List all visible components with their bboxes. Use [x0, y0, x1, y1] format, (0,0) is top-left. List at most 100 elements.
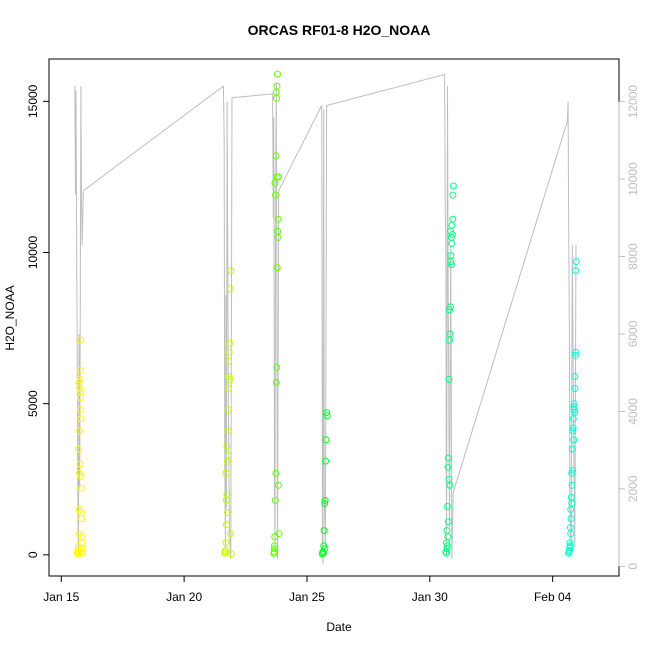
data-point [323, 412, 331, 420]
data-point [567, 515, 575, 523]
data-point [566, 542, 574, 550]
data-point [77, 472, 85, 480]
plot-frame [48, 58, 620, 577]
data-point [272, 88, 280, 96]
data-point [321, 499, 329, 507]
data-point [271, 496, 279, 504]
data-point [568, 499, 576, 507]
data-point [445, 376, 453, 383]
data-point [226, 285, 234, 293]
data-point [76, 427, 83, 435]
data-point [446, 306, 453, 314]
data-point [76, 460, 84, 468]
data-point [222, 521, 230, 529]
series-3 [270, 70, 283, 557]
data-point [222, 539, 230, 547]
data-point [274, 215, 282, 223]
data-point [222, 469, 230, 477]
series-1 [73, 336, 87, 558]
y-axis-left: 0 5000 10000 15000 [26, 84, 50, 558]
data-point [221, 548, 229, 556]
data-point [224, 451, 232, 459]
data-point [569, 466, 577, 474]
data-point [569, 427, 577, 435]
x-axis-label: Date [326, 620, 352, 634]
data-point [447, 227, 454, 235]
data-point [571, 409, 579, 417]
data-point [448, 221, 456, 229]
x-tick-label: Jan 20 [166, 590, 202, 604]
y-axis-label: H2O_NOAA [3, 285, 17, 350]
y-tick-label: 15000 [26, 84, 40, 118]
data-point [76, 366, 84, 374]
data-point [275, 530, 283, 538]
y-axis-right: 0 2000 4000 6000 8000 10000 12000 [618, 85, 640, 570]
data-point [444, 542, 451, 550]
y-tick-label: 10000 [26, 235, 40, 269]
data-point [77, 415, 85, 423]
data-point [226, 530, 234, 538]
y-right-tick-label: 6000 [626, 320, 640, 347]
data-point [78, 533, 86, 541]
data-point [572, 258, 580, 266]
data-point [447, 252, 455, 259]
data-point [444, 463, 452, 471]
data-point [227, 550, 235, 558]
data-point [78, 545, 86, 553]
data-point [447, 303, 454, 311]
y-tick-label: 5000 [26, 390, 40, 417]
data-point [448, 239, 456, 247]
secondary-series-line [74, 73, 577, 565]
series-6 [565, 258, 580, 557]
data-point [320, 527, 328, 535]
data-point [322, 457, 330, 465]
data-point [445, 454, 452, 462]
data-point [274, 70, 281, 78]
data-point [76, 406, 84, 414]
data-point [272, 379, 280, 386]
data-point [570, 436, 578, 444]
data-point [566, 539, 574, 547]
data-point [446, 481, 454, 489]
data-point [273, 264, 281, 272]
data-point [77, 336, 85, 344]
x-tick-label: Jan 15 [43, 590, 79, 604]
data-point [449, 215, 457, 223]
x-axis: Jan 15 Jan 20 Jan 25 Jan 30 Feb 04 [43, 575, 572, 604]
data-point [572, 267, 580, 275]
data-point [271, 179, 279, 187]
data-point [76, 394, 84, 402]
data-point [321, 496, 329, 504]
x-tick-label: Jan 30 [412, 590, 448, 604]
data-point [323, 409, 331, 417]
x-tick-label: Jan 25 [289, 590, 325, 604]
y-right-tick-label: 12000 [626, 85, 640, 119]
data-point [567, 530, 575, 538]
data-point [272, 469, 280, 477]
data-point [226, 376, 234, 383]
data-point [224, 385, 232, 392]
data-point [568, 445, 576, 453]
data-point [569, 424, 577, 432]
y-right-tick-label: 10000 [626, 162, 640, 196]
y-right-tick-label: 8000 [626, 243, 640, 270]
data-point [74, 550, 82, 558]
data-point [273, 173, 281, 181]
data-point [444, 503, 451, 510]
data-point [449, 182, 457, 190]
data-point [568, 469, 576, 477]
data-point [319, 549, 327, 557]
data-point [322, 436, 330, 444]
data-point [77, 484, 85, 492]
x-tick-label: Feb 04 [534, 590, 572, 604]
data-point [77, 509, 85, 516]
data-point [321, 545, 329, 553]
y-right-tick-label: 0 [626, 563, 640, 570]
data-point [570, 406, 578, 414]
data-point [75, 445, 82, 453]
data-point [274, 233, 282, 241]
data-point [571, 373, 579, 380]
y-right-tick-label: 4000 [626, 398, 640, 425]
series-4 [318, 409, 331, 558]
